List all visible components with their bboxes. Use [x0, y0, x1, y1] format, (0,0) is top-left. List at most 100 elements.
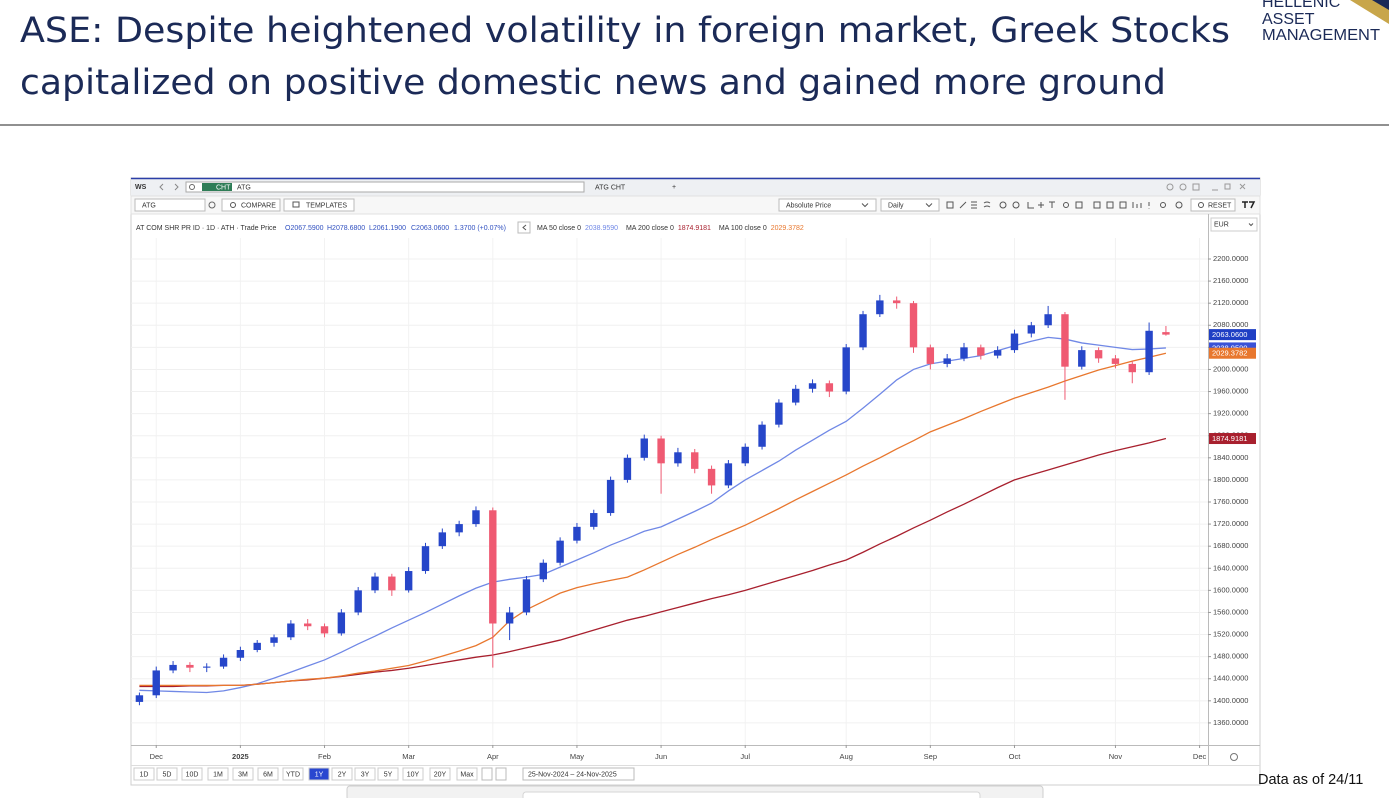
legend-collapse-icon: [522, 224, 527, 231]
templates-button[interactable]: [283, 198, 355, 212]
candle-body: [421, 546, 430, 572]
candle-body: [354, 590, 362, 613]
x-tick-label: Dec: [150, 752, 164, 761]
candle-body: [505, 612, 514, 624]
y-tick-label: 1360.0000: [1213, 718, 1248, 727]
x-tick-label: Mar: [402, 752, 415, 761]
ma-tag: 2029.3782: [1212, 349, 1247, 358]
compare-button[interactable]: [221, 198, 281, 212]
y-tick-label: 1760.0000: [1213, 497, 1248, 506]
logo-text: ASSET: [1262, 11, 1315, 28]
period-icon[interactable]: [495, 767, 507, 781]
period-button[interactable]: [429, 767, 451, 781]
nav-arrows[interactable]: [159, 183, 179, 191]
period-button[interactable]: [156, 767, 178, 781]
y-tick-label: 1600.0000: [1213, 585, 1248, 594]
search-box[interactable]: [185, 181, 585, 193]
period-button[interactable]: [331, 767, 353, 781]
y-tick-label: 1520.0000: [1213, 630, 1248, 639]
dropdown-caret: [861, 203, 869, 208]
period-button[interactable]: [257, 767, 279, 781]
logo-stripe: [1350, 0, 1389, 24]
period-button[interactable]: [133, 767, 155, 781]
y-tick-label: 1640.0000: [1213, 563, 1248, 572]
candle-body: [270, 637, 278, 643]
ohlc-change: 1.3700 (+0.07%): [454, 225, 506, 232]
legend-collapse[interactable]: [517, 221, 531, 234]
candle-body: [539, 562, 547, 580]
candle-body: [152, 670, 160, 696]
history-icon[interactable]: [208, 201, 216, 209]
candle-body: [287, 623, 295, 638]
interval: Daily: [888, 202, 904, 209]
currency-select[interactable]: [1210, 217, 1258, 232]
date-range-box[interactable]: [522, 767, 635, 781]
period-button[interactable]: [377, 767, 399, 781]
candle-body: [909, 303, 918, 348]
y-tick-label: 1680.0000: [1213, 541, 1248, 550]
period-label: 3Y: [361, 771, 370, 778]
period-button[interactable]: [402, 767, 424, 781]
candle-body: [943, 358, 951, 364]
x-tick-label: Nov: [1109, 752, 1123, 761]
symbol-input[interactable]: [134, 198, 206, 212]
x-tick-label: Apr: [487, 752, 499, 761]
period-button[interactable]: [308, 767, 330, 781]
period-button[interactable]: [282, 767, 304, 781]
toolbar-row: [130, 195, 1261, 215]
price-mode-select[interactable]: [778, 198, 877, 212]
window-icons[interactable]: [1166, 183, 1246, 191]
legend-label: MA 200 close 0: [626, 225, 674, 232]
x-tick-label: Dec: [1193, 752, 1207, 761]
y-tick-label: 1440.0000: [1213, 674, 1248, 683]
axis-settings[interactable]: [1230, 753, 1238, 761]
reset-button[interactable]: [1190, 198, 1236, 212]
candle-body: [1027, 325, 1036, 334]
x-tick-label: Jul: [740, 752, 750, 761]
workspace[interactable]: WS: [135, 184, 147, 191]
logo-stripe: [1372, 0, 1389, 10]
symbol-text: ATG: [142, 202, 156, 209]
y-tick-label: 2080.0000: [1213, 320, 1248, 329]
drawing-tools[interactable]: [946, 201, 1183, 209]
dropdown-caret: [1248, 223, 1254, 227]
y-tick-label: 1920.0000: [1213, 409, 1248, 418]
candle-body: [1010, 333, 1019, 351]
period-button[interactable]: [354, 767, 376, 781]
period-icon[interactable]: [481, 767, 493, 781]
interval-select[interactable]: [880, 198, 940, 212]
period-button[interactable]: [232, 767, 254, 781]
legend-value: 2029.3782: [771, 225, 804, 232]
candle-body: [522, 579, 531, 613]
y-tick-label: 2120.0000: [1213, 298, 1248, 307]
candle-body: [371, 576, 379, 591]
reset-label: RESET: [1208, 202, 1232, 209]
tab[interactable]: ATG CHT: [595, 184, 626, 191]
candle-body: [169, 664, 177, 671]
data-note: Data as of 24/11: [1258, 772, 1363, 788]
candle-body: [808, 383, 817, 389]
period-label: 3M: [238, 771, 248, 778]
new-tab[interactable]: +: [672, 184, 676, 191]
candle-body: [1162, 332, 1170, 335]
x-tick-label: Oct: [1009, 752, 1022, 761]
x-tick-label: Jun: [655, 752, 667, 761]
y-tick-label: 1480.0000: [1213, 652, 1248, 661]
period-button[interactable]: [456, 767, 478, 781]
period-button[interactable]: [207, 767, 229, 781]
y-tick-label: 1400.0000: [1213, 696, 1248, 705]
candle-body: [1061, 314, 1069, 367]
ma-tag-bg: [1209, 347, 1256, 359]
period-label: 1M: [213, 771, 223, 778]
x-tick-label: 2025: [232, 752, 249, 761]
ma-line: [139, 352, 1167, 686]
candle-body: [404, 571, 413, 591]
candle-body: [236, 650, 245, 658]
period-button[interactable]: [181, 767, 203, 781]
candle-body: [556, 540, 564, 563]
candle-body: [320, 626, 329, 634]
candle-body: [926, 347, 935, 364]
period-label: 10D: [186, 771, 199, 778]
search-tag-bg: [202, 183, 232, 191]
